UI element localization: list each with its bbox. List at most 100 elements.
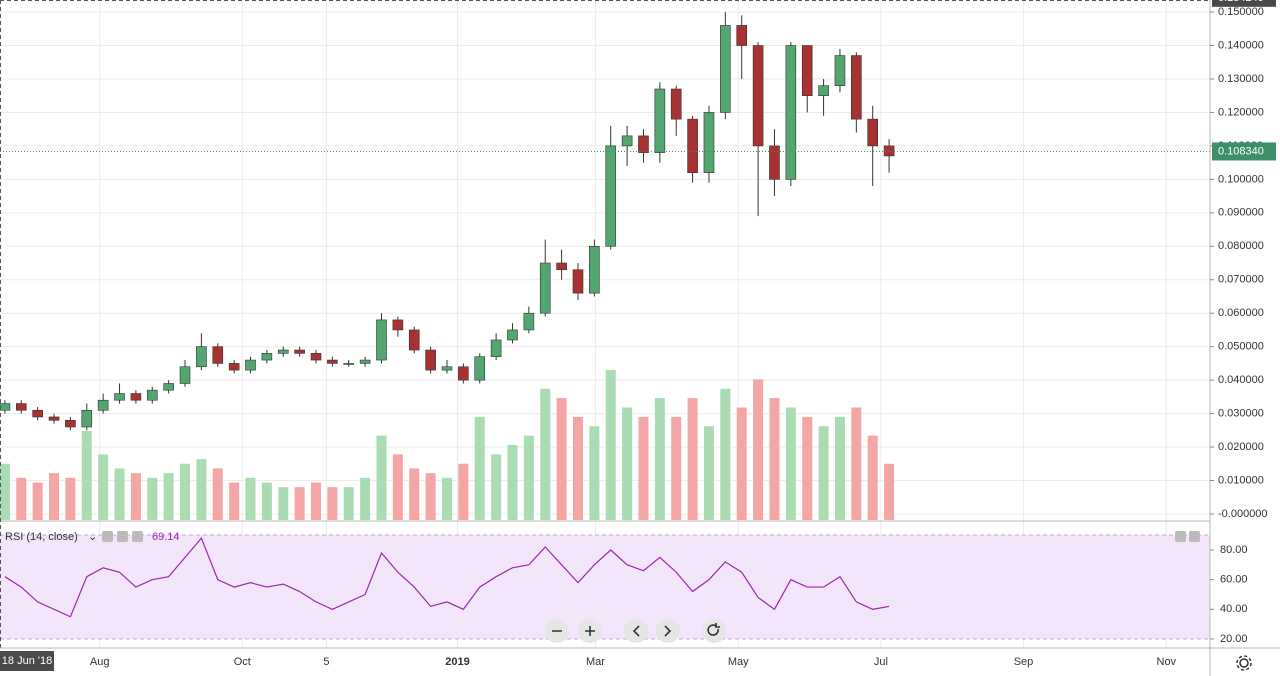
y-tick-label: 0.030000 bbox=[1218, 408, 1264, 420]
axes: Aug Oct 5 2019 Mar May Jul Sep Nov -0.000000 0.010… bbox=[90, 0, 1276, 668]
volume-bar bbox=[851, 407, 862, 520]
volume-bar bbox=[540, 388, 551, 520]
y-tick-label: 0.150000 bbox=[1218, 6, 1264, 18]
x-tick-label: Nov bbox=[1157, 656, 1177, 668]
x-tick-label: May bbox=[728, 656, 749, 668]
grid bbox=[0, 0, 1210, 648]
candle-body bbox=[670, 88, 682, 120]
volume-bar bbox=[147, 477, 158, 520]
volume-bar bbox=[163, 473, 174, 520]
candle-body bbox=[621, 135, 633, 147]
candle-body bbox=[15, 403, 27, 411]
scroll-right-button[interactable] bbox=[656, 619, 680, 643]
candle-body bbox=[212, 346, 224, 364]
candle-body bbox=[146, 389, 158, 401]
candle-body bbox=[556, 262, 567, 271]
volume-bar bbox=[409, 468, 420, 520]
cursor-date-box bbox=[0, 651, 54, 671]
pane-maximize[interactable] bbox=[1189, 531, 1200, 542]
top-price-label: 0.154249 bbox=[1218, 0, 1264, 4]
y-tick-label: 0.050000 bbox=[1218, 341, 1264, 353]
rsi-tick-label: 40.00 bbox=[1220, 603, 1248, 615]
x-tick-label: Jul bbox=[874, 656, 888, 668]
volume-bar bbox=[229, 482, 240, 520]
candle-body bbox=[752, 45, 764, 147]
volume-bar bbox=[605, 370, 616, 520]
volume-bar bbox=[589, 426, 600, 520]
volume-bar bbox=[343, 487, 354, 520]
volume-bar bbox=[687, 398, 698, 520]
candle-body bbox=[179, 366, 191, 384]
rsi-tick-label: 80.00 bbox=[1220, 544, 1248, 556]
volume-bar bbox=[261, 482, 272, 520]
x-tick-label: Sep bbox=[1014, 656, 1034, 668]
volume-bar bbox=[867, 435, 878, 520]
volume-bar bbox=[654, 398, 665, 520]
y-tick-label: 0.070000 bbox=[1218, 274, 1264, 286]
volume-bar bbox=[294, 487, 305, 520]
reset-button[interactable] bbox=[702, 619, 726, 643]
y-tick-label: 0.080000 bbox=[1218, 240, 1264, 252]
volume-bar bbox=[572, 416, 583, 520]
scroll-left-button[interactable] bbox=[624, 619, 648, 643]
volume-bar bbox=[327, 487, 338, 520]
rsi-settings[interactable] bbox=[117, 531, 128, 542]
candle-body bbox=[245, 359, 256, 371]
last-price-box bbox=[1212, 142, 1276, 161]
volume-bar bbox=[0, 463, 10, 520]
candle-body bbox=[703, 112, 715, 173]
x-tick-label: Mar bbox=[586, 656, 605, 668]
candle-body bbox=[769, 145, 780, 180]
y-tick-label: 0.010000 bbox=[1218, 474, 1264, 486]
top-price-box bbox=[1212, 0, 1276, 7]
candle-body bbox=[834, 55, 846, 86]
y-tick-label: 0.140000 bbox=[1218, 39, 1264, 51]
candle-body bbox=[801, 45, 813, 97]
volume-bar bbox=[441, 477, 452, 520]
candle-body bbox=[65, 419, 76, 428]
pane-up[interactable] bbox=[1175, 531, 1186, 542]
candle-body bbox=[392, 319, 404, 331]
settings-gear[interactable] bbox=[1236, 655, 1252, 671]
candle-body bbox=[327, 359, 338, 364]
zoom-icons bbox=[552, 623, 720, 637]
candle-body bbox=[736, 25, 748, 46]
volume-bar bbox=[884, 463, 895, 520]
volume-bar bbox=[523, 435, 534, 520]
candle-body bbox=[277, 349, 289, 354]
volume-bar bbox=[818, 426, 829, 520]
candle-body bbox=[867, 118, 879, 147]
candle-body bbox=[310, 353, 322, 361]
volume-bar bbox=[16, 477, 27, 520]
rsi-visibility[interactable] bbox=[102, 531, 113, 542]
candle-body bbox=[818, 85, 829, 97]
candle-body bbox=[32, 409, 43, 418]
volume-bar bbox=[196, 459, 207, 520]
candle-body bbox=[458, 366, 469, 381]
candle-body bbox=[523, 312, 535, 331]
rsi-title[interactable]: RSI (14, close) bbox=[5, 531, 78, 543]
rsi-menu-arrow[interactable]: ⌄ bbox=[88, 531, 97, 543]
volume-bar bbox=[425, 473, 436, 520]
x-tick-label: 2019 bbox=[445, 656, 469, 668]
candle-body bbox=[376, 319, 387, 361]
candle-body bbox=[638, 135, 649, 153]
volume-bar bbox=[65, 477, 76, 520]
candle-body bbox=[343, 363, 355, 365]
candle-body bbox=[785, 45, 797, 180]
candle-body bbox=[408, 329, 420, 351]
rsi-remove[interactable] bbox=[132, 531, 143, 542]
candle-body bbox=[883, 145, 895, 157]
volume-bar bbox=[81, 430, 92, 520]
volume-bar bbox=[769, 398, 780, 520]
volume-bar bbox=[376, 435, 387, 520]
volume-bar bbox=[802, 416, 813, 520]
y-tick-label: 0.130000 bbox=[1218, 73, 1264, 85]
volume-bar bbox=[114, 468, 125, 520]
y-tick-label: 0.020000 bbox=[1218, 441, 1264, 453]
candle-body bbox=[163, 383, 174, 391]
y-tick-label: 0.100000 bbox=[1218, 173, 1264, 185]
candle-body bbox=[81, 409, 93, 428]
candle-body bbox=[261, 353, 273, 361]
